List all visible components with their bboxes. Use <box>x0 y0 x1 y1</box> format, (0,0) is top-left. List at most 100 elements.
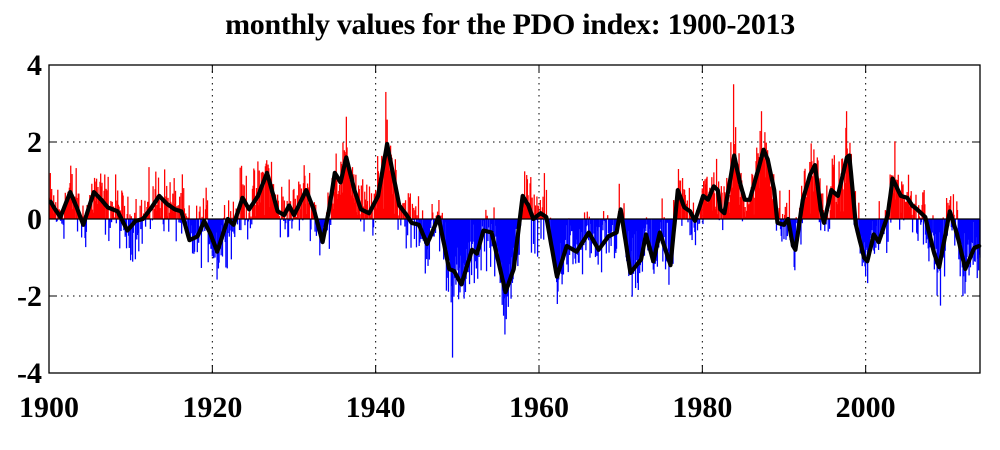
negative-bar <box>668 219 670 285</box>
positive-bar <box>756 165 759 219</box>
positive-bar <box>815 187 817 219</box>
negative-bar <box>880 219 882 232</box>
negative-bar <box>84 219 86 239</box>
positive-bar <box>293 188 295 219</box>
negative-bar <box>783 219 785 240</box>
negative-bar <box>920 219 922 225</box>
positive-bar <box>809 161 811 219</box>
negative-bar <box>627 219 629 232</box>
positive-bar <box>357 214 359 219</box>
positive-bar <box>129 214 131 219</box>
positive-bar <box>332 203 334 219</box>
positive-bar <box>283 200 286 219</box>
positive-bar <box>93 177 96 219</box>
negative-bar <box>934 219 936 265</box>
negative-bar <box>899 219 901 230</box>
positive-bar <box>102 198 104 219</box>
negative-bar <box>360 219 362 222</box>
positive-bar <box>754 174 757 219</box>
negative-bar <box>875 219 877 248</box>
negative-bar <box>129 219 132 261</box>
negative-bar <box>569 219 571 236</box>
negative-bar <box>314 219 316 232</box>
negative-bar <box>320 219 322 232</box>
positive-bar <box>712 188 714 219</box>
positive-bar <box>68 194 70 219</box>
positive-bar <box>383 167 386 219</box>
negative-bar <box>687 219 689 223</box>
negative-bar <box>871 219 873 231</box>
positive-bar <box>335 153 337 219</box>
y-tick-label: 4 <box>27 49 42 82</box>
negative-bar <box>702 219 704 225</box>
negative-bar <box>487 219 490 228</box>
positive-bar <box>678 180 680 219</box>
positive-bar <box>97 186 99 219</box>
positive-bar <box>811 176 814 219</box>
positive-bar <box>841 158 843 219</box>
negative-bar <box>611 219 613 232</box>
negative-bar <box>462 219 465 264</box>
negative-bar <box>584 219 586 242</box>
positive-bar <box>345 116 347 219</box>
positive-bar <box>805 197 808 219</box>
positive-bar <box>769 186 771 219</box>
positive-bar <box>524 203 526 219</box>
negative-bar <box>879 219 882 235</box>
negative-bar <box>458 219 460 268</box>
negative-bar <box>504 219 507 296</box>
positive-bar <box>415 206 417 219</box>
positive-bar <box>91 209 94 219</box>
negative-bar <box>60 219 62 221</box>
negative-bar <box>607 219 610 234</box>
positive-bar <box>586 211 588 219</box>
positive-bar <box>135 199 137 219</box>
positive-bar <box>206 205 208 219</box>
positive-bar <box>402 213 405 219</box>
positive-bar <box>155 171 157 219</box>
negative-bar <box>446 219 448 249</box>
negative-bar <box>191 219 193 226</box>
positive-bar <box>255 188 258 219</box>
positive-bar <box>741 180 743 219</box>
positive-bar <box>379 192 381 219</box>
positive-bar <box>112 213 114 219</box>
negative-bar <box>474 219 476 249</box>
positive-bar <box>115 174 117 219</box>
negative-bar <box>61 219 63 224</box>
positive-bar <box>543 173 546 219</box>
negative-bar <box>574 219 576 259</box>
positive-bar <box>416 215 418 219</box>
positive-bar <box>843 163 846 219</box>
negative-bar <box>554 219 556 263</box>
positive-bar <box>530 177 532 219</box>
negative-bar <box>244 219 246 226</box>
positive-bar <box>355 212 358 219</box>
positive-bar <box>262 172 264 219</box>
positive-bar <box>811 161 813 219</box>
positive-bar <box>248 212 250 219</box>
negative-bar <box>637 219 639 290</box>
positive-bar <box>385 146 388 219</box>
positive-bar <box>770 196 772 219</box>
negative-bar <box>455 219 458 265</box>
negative-bar <box>469 219 471 242</box>
positive-bar <box>161 199 164 219</box>
positive-bar <box>304 203 307 219</box>
positive-bar <box>709 192 712 219</box>
negative-bar <box>163 219 165 232</box>
negative-bar <box>234 219 236 238</box>
negative-bar <box>132 219 134 262</box>
positive-bar <box>413 207 415 219</box>
negative-bar <box>916 219 918 235</box>
negative-bar <box>553 219 556 258</box>
negative-bar <box>962 219 965 277</box>
negative-bar <box>502 219 505 316</box>
positive-bar <box>271 191 273 219</box>
negative-bar <box>217 219 219 261</box>
negative-bar <box>291 219 294 222</box>
positive-bar <box>338 184 341 219</box>
negative-bar <box>461 219 463 278</box>
negative-bar <box>648 219 650 244</box>
positive-bar <box>737 185 739 219</box>
